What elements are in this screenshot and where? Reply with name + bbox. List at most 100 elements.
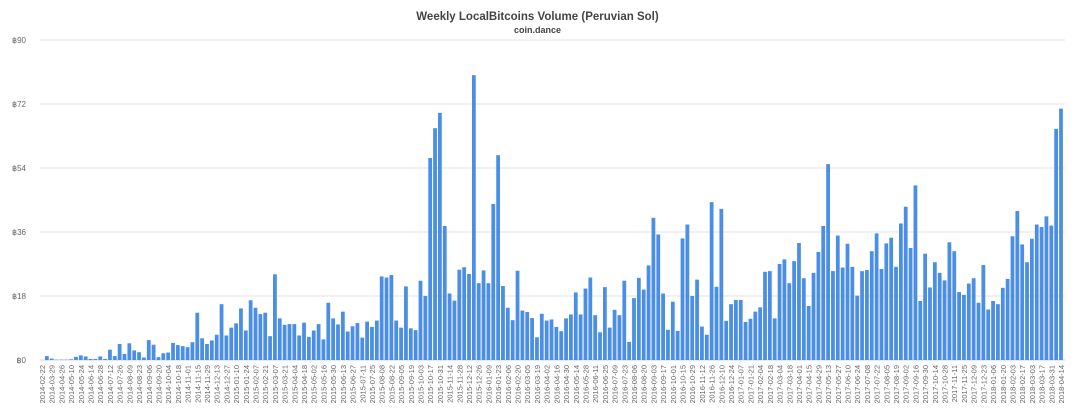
- bar: [331, 318, 336, 360]
- bar: [530, 318, 534, 360]
- x-tick-label: 2015-10-17: [426, 365, 435, 403]
- bar: [1010, 236, 1015, 360]
- x-tick-label: 2016-11-12: [698, 365, 707, 403]
- bar: [234, 323, 238, 360]
- bar: [695, 279, 699, 360]
- bar: [345, 331, 350, 360]
- y-tick-label: ฿72: [12, 100, 27, 109]
- x-tick-label: 2014-10-04: [164, 365, 173, 403]
- x-tick-label: 2014-12-27: [222, 365, 231, 403]
- bar: [661, 293, 665, 360]
- x-tick-label: 2015-03-07: [271, 365, 280, 403]
- bar: [729, 304, 733, 360]
- bar: [588, 277, 593, 360]
- bar: [622, 280, 627, 360]
- bar: [898, 223, 903, 360]
- bar: [539, 313, 544, 360]
- bar: [239, 308, 243, 360]
- bar: [981, 265, 986, 360]
- bar: [700, 326, 704, 360]
- x-tick-label: 2016-12-10: [717, 365, 726, 403]
- bar: [200, 338, 205, 360]
- x-tick-label: 2017-02-04: [756, 365, 765, 403]
- chart-subtitle: coin.dance: [513, 25, 561, 35]
- bar: [811, 272, 816, 360]
- bar: [370, 326, 374, 360]
- x-tick-label: 2015-12-12: [465, 365, 474, 403]
- bar: [447, 293, 452, 360]
- x-tick-label: 2015-05-02: [310, 365, 319, 403]
- x-tick-label: 2017-09-30: [921, 365, 930, 403]
- y-tick-label: ฿36: [12, 228, 27, 237]
- x-tick-label: 2014-11-29: [203, 365, 212, 403]
- x-tick-label: 2018-01-06: [989, 365, 998, 403]
- x-tick-label: 2016-04-16: [552, 365, 561, 403]
- bar: [544, 320, 549, 360]
- y-axis: ฿0 ฿18 ฿36 ฿54 ฿72 ฿90: [12, 36, 27, 365]
- chart-title: Weekly LocalBitcoins Volume (Peruvian So…: [416, 11, 659, 23]
- bar: [966, 283, 971, 360]
- bar: [142, 357, 146, 360]
- bar: [428, 158, 433, 360]
- bar: [617, 315, 622, 360]
- bar: [214, 334, 219, 360]
- bar: [651, 217, 656, 360]
- x-tick-label: 2016-05-14: [572, 365, 581, 403]
- bar: [908, 248, 913, 360]
- x-tick-label: 2017-06-10: [843, 365, 852, 403]
- bar: [738, 299, 743, 360]
- bar: [797, 243, 801, 360]
- x-tick-label: 2016-04-02: [543, 365, 552, 403]
- bar: [763, 271, 767, 360]
- bar: [413, 330, 418, 360]
- bar: [753, 311, 758, 360]
- bar: [515, 270, 520, 360]
- bar: [549, 319, 554, 360]
- bar: [209, 340, 214, 360]
- x-tick-label: 2014-07-26: [116, 365, 125, 403]
- x-tick-label: 2016-02-06: [504, 365, 513, 403]
- bar: [205, 344, 209, 360]
- x-tick-label: 2016-01-23: [494, 365, 503, 403]
- x-tick-label: 2017-05-13: [824, 365, 833, 403]
- x-tick-label: 2016-10-01: [669, 365, 678, 403]
- bar: [772, 318, 777, 360]
- bar: [195, 312, 200, 360]
- bar: [74, 356, 78, 360]
- y-tick-label: ฿0: [16, 356, 26, 365]
- bar: [336, 324, 340, 360]
- bar: [937, 272, 942, 360]
- x-tick-label: 2017-05-27: [834, 365, 843, 403]
- bar: [180, 346, 185, 360]
- bar: [292, 324, 297, 360]
- bar: [394, 320, 399, 360]
- bar: [1025, 262, 1029, 360]
- bar: [1044, 216, 1049, 360]
- bar: [243, 330, 248, 360]
- bar: [559, 331, 564, 360]
- bar: [418, 280, 423, 360]
- bar: [554, 326, 559, 360]
- bar: [263, 312, 268, 360]
- bar: [146, 340, 151, 360]
- bar: [83, 356, 88, 360]
- x-tick-label: 2017-08-19: [892, 365, 901, 403]
- bar: [860, 271, 864, 360]
- bar: [777, 264, 782, 360]
- x-tick-label: 2015-03-21: [281, 365, 290, 403]
- bar: [326, 302, 331, 360]
- bar: [816, 251, 821, 360]
- x-tick-label: 2017-04-15: [805, 365, 814, 403]
- x-tick-label: 2016-03-19: [533, 365, 542, 403]
- bar: [578, 314, 583, 360]
- bar: [69, 359, 74, 360]
- x-tick-label: 2014-06-28: [96, 365, 105, 403]
- x-tick-label: 2014-02-22: [38, 365, 47, 403]
- x-tick-label: 2016-08-20: [640, 365, 649, 403]
- x-tick-label: 2017-08-05: [882, 365, 891, 403]
- x-tick-label: 2017-07-22: [873, 365, 882, 403]
- bar: [690, 296, 695, 360]
- x-tick-label: 2017-03-04: [776, 365, 785, 403]
- bar: [947, 242, 952, 360]
- x-tick-label: 2016-04-30: [562, 365, 571, 403]
